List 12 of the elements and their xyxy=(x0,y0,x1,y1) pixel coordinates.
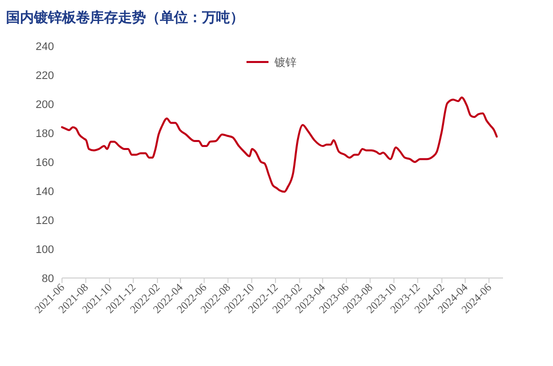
y-tick-label: 140 xyxy=(36,186,54,198)
y-tick-label: 240 xyxy=(36,40,54,53)
y-tick-label: 200 xyxy=(36,98,54,111)
legend-label: 镀锌 xyxy=(274,56,296,69)
y-tick-label: 220 xyxy=(36,70,54,82)
line-series xyxy=(61,96,498,193)
y-tick-label: 160 xyxy=(36,156,54,169)
y-tick-label: 100 xyxy=(36,244,54,256)
y-tick-label: 180 xyxy=(36,128,54,140)
y-tick-label: 120 xyxy=(36,214,54,227)
y-tick-label: 80 xyxy=(42,272,54,285)
chart-title: 国内镀锌板卷库存走势（单位：万吨） xyxy=(6,9,244,26)
